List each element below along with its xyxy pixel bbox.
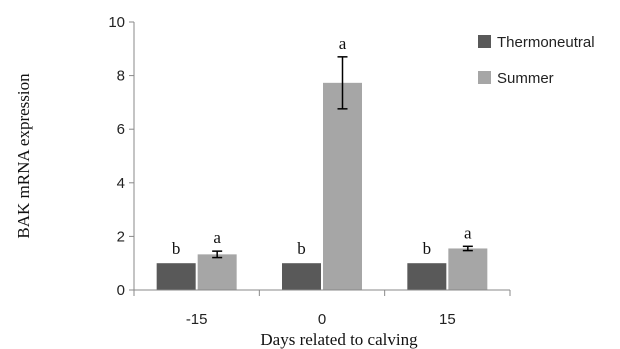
- significance-letter: b: [423, 239, 432, 258]
- error-bar: [212, 250, 223, 259]
- x-axis-title: Days related to calving: [260, 330, 418, 349]
- x-tick-label: -15: [186, 311, 208, 328]
- x-tick-label: 15: [439, 311, 456, 328]
- bars: [156, 82, 488, 290]
- legend-swatch: [478, 35, 491, 48]
- error-bar: [462, 245, 473, 252]
- y-tick-label: 0: [117, 282, 125, 299]
- legend-label: Thermoneutral: [497, 34, 595, 51]
- legend: Thermoneutral Summer: [478, 34, 595, 87]
- y-tick-label: 2: [117, 228, 125, 245]
- y-tick-label: 6: [117, 121, 125, 138]
- legend-swatch: [478, 71, 491, 84]
- significance-letter: b: [297, 239, 306, 258]
- significance-letter: a: [213, 228, 221, 247]
- bar-thermoneutral--15: [156, 263, 196, 290]
- error-bars: [212, 56, 473, 259]
- bar-thermoneutral-15: [407, 263, 447, 290]
- significance-letter: a: [464, 223, 472, 242]
- legend-label: Summer: [497, 70, 554, 87]
- bar-summer--15: [197, 254, 237, 290]
- x-axis-ticks: -15 0 15: [133, 290, 511, 328]
- x-tick-label: 0: [318, 311, 326, 328]
- y-tick-label: 8: [117, 68, 125, 85]
- significance-letter: b: [172, 239, 181, 258]
- bar-summer-0: [323, 82, 362, 290]
- y-tick-label: 4: [117, 175, 125, 192]
- y-axis-ticks: 0 2 4 6 8 10: [108, 14, 134, 299]
- error-bar: [337, 56, 348, 110]
- significance-letter: a: [339, 34, 347, 53]
- y-axis-title: BAK mRNA expression: [14, 73, 33, 239]
- bar-summer-15: [448, 248, 488, 290]
- y-tick-label: 10: [108, 14, 125, 31]
- significance-labels: b a b a b a: [172, 34, 472, 258]
- bar-thermoneutral-0: [282, 263, 321, 290]
